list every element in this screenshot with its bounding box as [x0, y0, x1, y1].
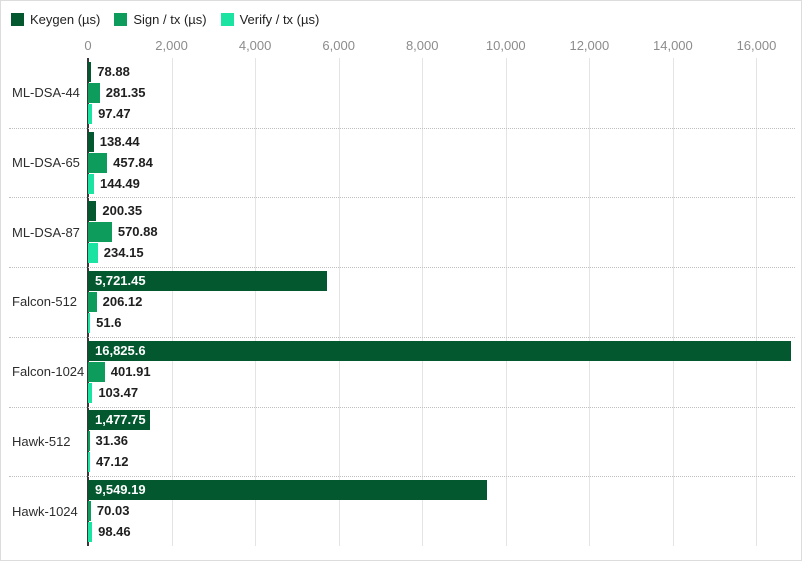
category-label: ML-DSA-65	[12, 155, 80, 171]
bar-value-label: 570.88	[117, 224, 158, 240]
legend-swatch-sign-icon	[114, 13, 128, 26]
x-tick-label: 6,000	[322, 38, 355, 53]
gridline	[756, 58, 758, 546]
bar-value-label: 401.91	[110, 363, 151, 379]
bar-value-label: 5,721.45	[95, 273, 146, 288]
gridline	[505, 58, 507, 546]
gridline	[338, 58, 340, 546]
category-label: Falcon-1024	[12, 364, 85, 380]
legend-label-keygen: Keygen (µs)	[30, 12, 101, 27]
bar-value-label: 78.88	[97, 63, 130, 79]
bar-ml-dsa-44-series1	[88, 82, 100, 103]
bar-ml-dsa-44-series2	[88, 103, 93, 124]
gridline	[255, 58, 257, 546]
bar-ml-dsa-65-series2	[88, 173, 95, 194]
row-separator	[9, 476, 795, 478]
bar-hawk-1024-series0	[88, 480, 487, 501]
bar-hawk-512-series2	[88, 452, 90, 473]
bar-value-label: 9,549.19	[95, 482, 146, 498]
legend-item-verify: Verify / tx (µs)	[220, 12, 320, 27]
row-separator	[9, 197, 795, 199]
bar-hawk-1024-series2	[88, 522, 93, 543]
gridline	[171, 58, 173, 546]
legend-item-keygen: Keygen (µs)	[11, 12, 100, 27]
bar-ml-dsa-65-series0	[88, 131, 94, 152]
bar-value-label: 144.49	[100, 175, 140, 191]
bar-hawk-512-series0	[88, 410, 150, 431]
x-tick-label: 0	[84, 38, 92, 53]
legend-label-verify: Verify / tx (µs)	[239, 12, 320, 27]
bar-ml-dsa-65-series1	[88, 152, 108, 173]
category-label: Hawk-1024	[12, 503, 78, 519]
gridline	[422, 58, 424, 546]
x-tick-label: 2,000	[155, 38, 188, 53]
bar-value-label: 103.47	[98, 384, 139, 400]
bar-value-label: 281.35	[105, 84, 146, 100]
bar-value-label: 97.47	[98, 105, 131, 121]
x-tick-label: 12,000	[569, 38, 610, 53]
bar-value-label: 234.15	[103, 245, 144, 261]
category-label: ML-DSA-87	[12, 224, 80, 240]
bar-ml-dsa-44-series0	[88, 61, 92, 82]
chart-legend: Keygen (µs) Sign / tx (µs) Verify / tx (…	[11, 12, 319, 27]
x-tick-label: 10,000	[485, 38, 526, 53]
x-tick-label: 8,000	[405, 38, 439, 53]
bar-value-label: 457.84	[113, 154, 153, 170]
row-separator	[9, 406, 795, 408]
legend-swatch-verify-icon	[220, 13, 234, 26]
bar-value-label: 138.44	[99, 133, 140, 149]
x-tick-label: 14,000	[653, 38, 693, 53]
legend-swatch-keygen-icon	[11, 13, 24, 26]
bar-hawk-1024-series1	[88, 501, 91, 522]
category-label: Falcon-512	[12, 294, 78, 310]
bar-falcon-1024-series2	[88, 382, 93, 403]
bar-falcon-1024-series0	[88, 340, 791, 361]
bar-value-label: 16,825.6	[95, 342, 146, 358]
bar-value-label: 47.12	[95, 454, 129, 470]
bar-falcon-1024-series1	[88, 361, 105, 382]
bar-value-label: 200.35	[102, 203, 143, 219]
row-separator	[9, 267, 795, 269]
x-tick-label: 4,000	[238, 38, 272, 53]
category-label: ML-DSA-44	[12, 85, 80, 101]
bar-falcon-512-series0	[88, 271, 328, 291]
bar-ml-dsa-87-series1	[88, 222, 112, 243]
bar-value-label: 206.12	[102, 294, 143, 309]
gridline	[672, 58, 674, 546]
legend-label-sign: Sign / tx (µs)	[133, 12, 207, 27]
x-tick-label: 16,000	[736, 38, 777, 53]
row-separator	[9, 127, 795, 129]
bar-ml-dsa-87-series2	[88, 243, 98, 264]
bar-ml-dsa-87-series0	[88, 201, 97, 222]
bar-value-label: 1,477.75	[95, 412, 146, 428]
bar-value-label: 51.6	[96, 315, 122, 330]
bar-value-label: 98.46	[98, 524, 131, 540]
category-label: Hawk-512	[12, 433, 71, 449]
row-separator	[9, 336, 795, 338]
bar-falcon-512-series1	[88, 292, 97, 312]
bar-hawk-512-series1	[88, 431, 90, 452]
gridline	[589, 58, 591, 546]
bar-falcon-512-series2	[88, 313, 91, 333]
bar-value-label: 31.36	[95, 433, 129, 449]
bar-value-label: 70.03	[96, 503, 130, 519]
legend-item-sign: Sign / tx (µs)	[114, 12, 207, 27]
